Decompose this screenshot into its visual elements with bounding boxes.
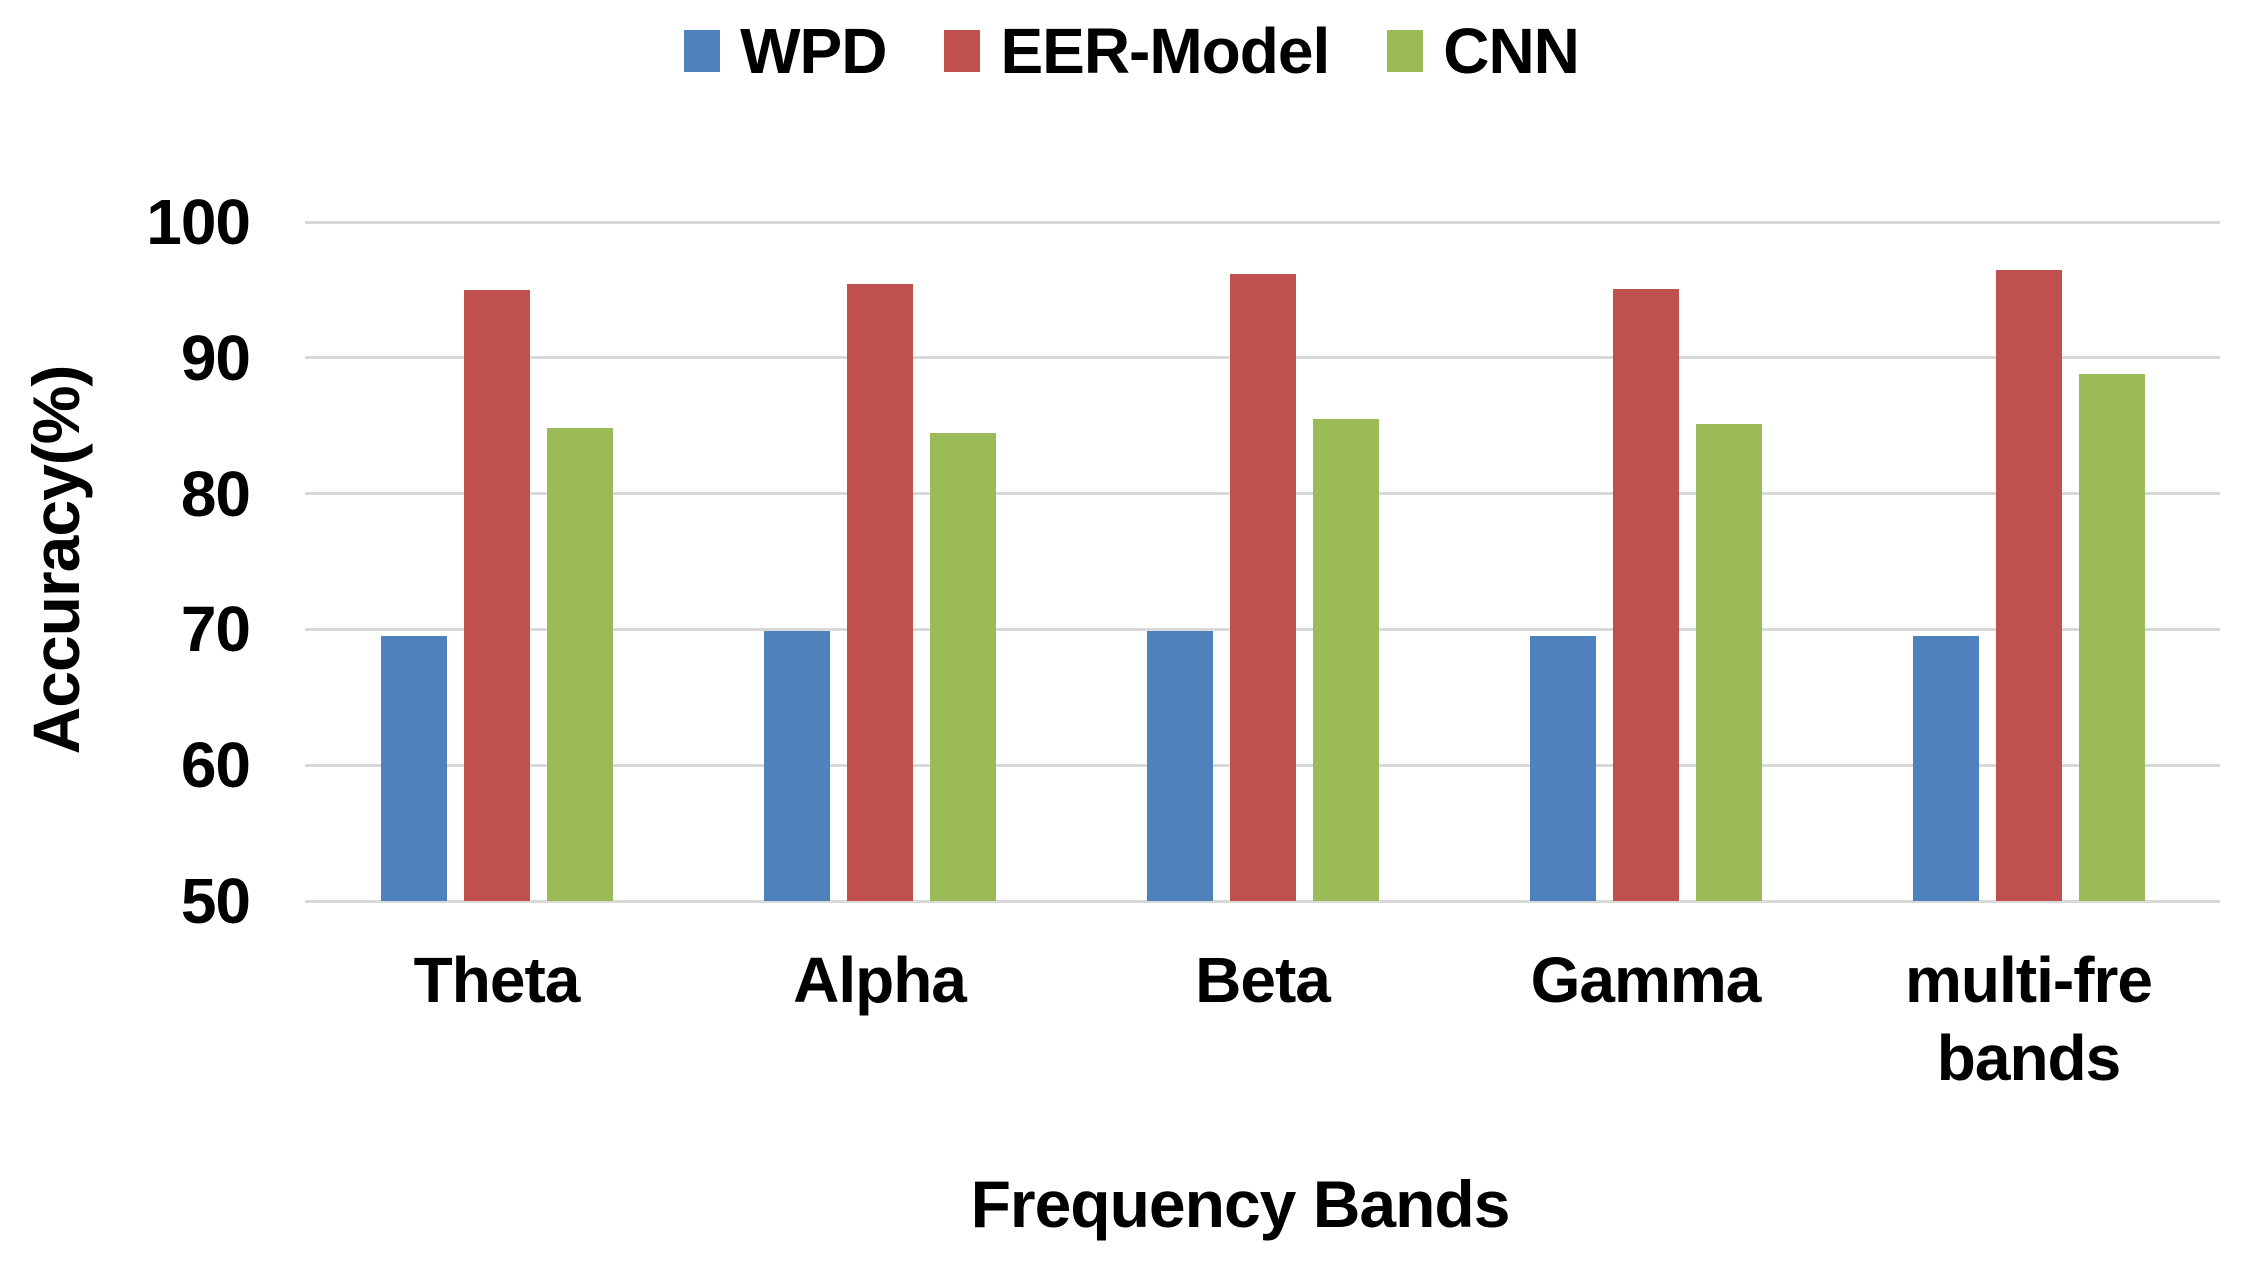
x-category-label-theta: Theta xyxy=(413,944,581,1016)
bar-wpd-alpha xyxy=(763,630,830,901)
bar-wpd-multi-fre-bands xyxy=(1912,636,1979,901)
x-category-label-alpha: Alpha xyxy=(793,944,967,1016)
y-tick-label-100: 100 xyxy=(146,186,251,258)
bar-eer-model-gamma xyxy=(1612,288,1679,901)
bar-eer-model-theta xyxy=(463,289,530,901)
legend-swatch-cnn xyxy=(1387,30,1424,72)
y-tick-label-90: 90 xyxy=(180,321,251,394)
x-category-label-multi-fre-bands: multi-fre bands xyxy=(1905,944,2153,1095)
legend-swatch-eer-model xyxy=(944,30,981,72)
bar-wpd-gamma xyxy=(1529,636,1596,901)
bar-wpd-beta xyxy=(1146,630,1213,901)
y-tick-label-50: 50 xyxy=(180,865,251,937)
bar-wpd-theta xyxy=(380,636,447,901)
gridline-50 xyxy=(305,899,2220,903)
bar-cnn-multi-fre-bands xyxy=(2078,374,2145,901)
bar-cnn-beta xyxy=(1312,418,1379,901)
bar-eer-model-alpha xyxy=(846,284,913,901)
bar-cnn-theta xyxy=(546,428,613,901)
y-tick-label-70: 70 xyxy=(180,593,251,666)
bar-cnn-alpha xyxy=(929,432,996,901)
legend-label-eer-model: EER-Model xyxy=(1000,15,1330,87)
y-axis-tick-labels: 100 90 80 70 60 50 xyxy=(0,186,251,937)
legend-item-eer-model: EER-Model xyxy=(944,14,1330,88)
legend-label-wpd: WPD xyxy=(740,15,887,87)
bar-eer-model-beta xyxy=(1229,273,1296,901)
x-axis-category-labels: Theta Alpha Beta Gamma multi-fre bands xyxy=(305,941,2220,1111)
x-axis-title: Frequency Bands xyxy=(970,1167,1511,1241)
x-category-label-beta: Beta xyxy=(1195,944,1331,1016)
gridline-100 xyxy=(305,220,2220,224)
legend-item-cnn: CNN xyxy=(1387,14,1580,88)
legend-item-wpd: WPD xyxy=(684,14,887,88)
bar-eer-model-multi-fre-bands xyxy=(1995,269,2062,901)
y-tick-label-60: 60 xyxy=(180,729,251,802)
y-tick-label-80: 80 xyxy=(180,457,251,530)
x-category-label-gamma: Gamma xyxy=(1530,944,1762,1016)
bar-cnn-gamma xyxy=(1695,424,1762,901)
legend-swatch-wpd xyxy=(684,30,721,72)
legend-label-cnn: CNN xyxy=(1443,15,1580,87)
plot-area xyxy=(305,220,2220,903)
chart-legend: WPD EER-Model CNN xyxy=(0,14,2263,88)
